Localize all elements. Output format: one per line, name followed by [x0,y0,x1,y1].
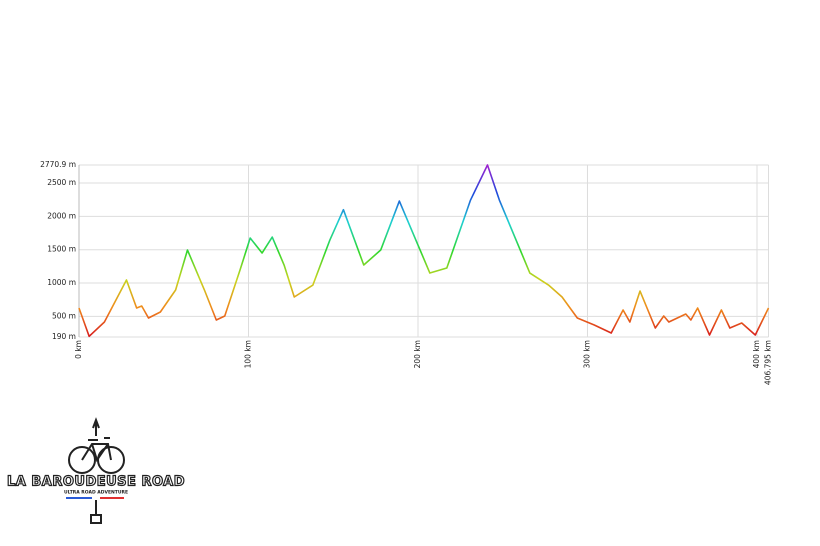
arrow-bottom [90,500,102,524]
y-tick-label: 500 m [52,311,76,320]
logo-name: LA BAROUDEUSE ROAD [7,475,185,490]
x-tick-label: 200 km [413,340,422,368]
elevation-line [78,164,770,338]
bike-wheel [68,446,96,474]
y-tick-label: 2500 m [47,178,76,187]
x-tick-label: 400 km [752,340,761,368]
y-tick-label: 190 m [52,332,76,341]
arrow-top [92,417,100,436]
x-tick-label: 406.795 km [764,340,773,385]
logo [66,417,125,524]
y-tick-label: 1500 m [47,245,76,254]
x-tick-label: 300 km [582,340,591,368]
y-tick-label: 1000 m [47,278,76,287]
logo-tagline: ULTRA ROAD ADVENTURE [64,490,128,496]
bike-frame [81,437,112,463]
x-tick-label: 0 km [74,340,83,359]
y-tick-label: 2000 m [47,211,76,220]
x-tick-label: 100 km [243,340,252,368]
y-tick-label: 2770.9 m [40,160,76,169]
